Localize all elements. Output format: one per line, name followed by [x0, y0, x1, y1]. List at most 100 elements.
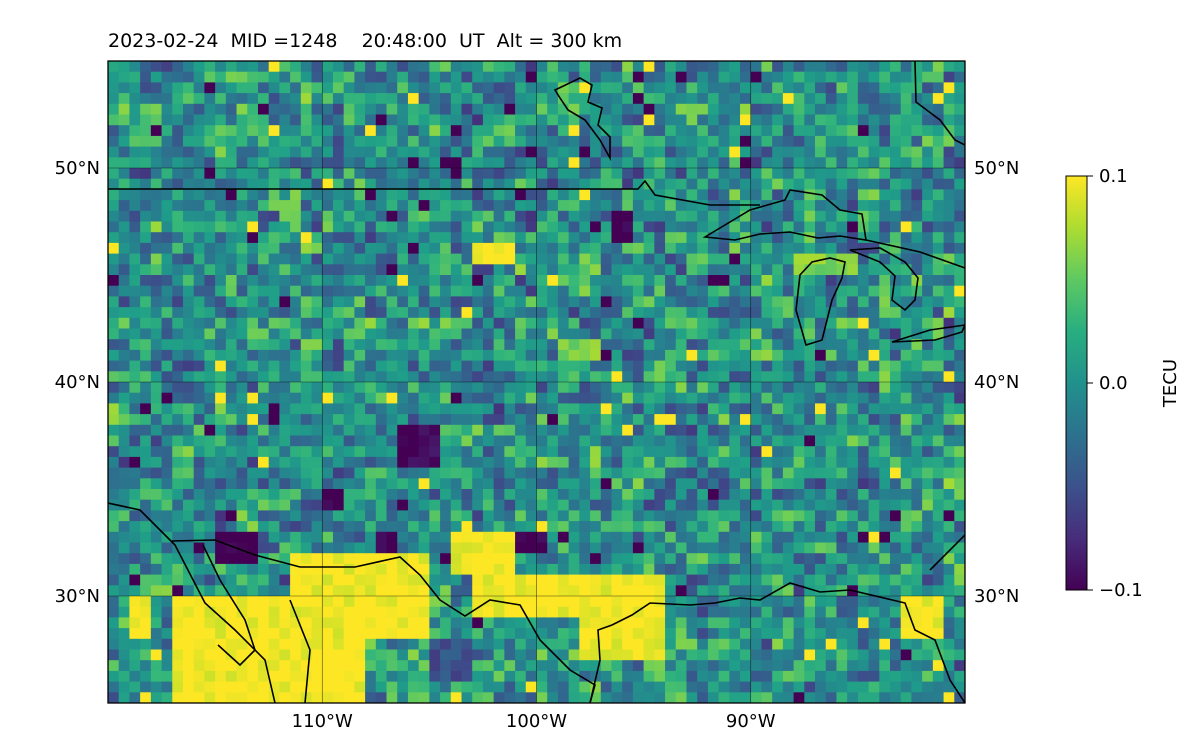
heatmap-cell	[836, 553, 848, 565]
heatmap-cell	[611, 414, 623, 426]
heatmap-cell	[686, 307, 698, 319]
heatmap-cell	[793, 435, 805, 447]
heatmap-cell	[290, 563, 302, 576]
heatmap-cell	[225, 125, 238, 137]
heatmap-cell	[225, 71, 238, 83]
heatmap-cell	[440, 125, 452, 137]
heatmap-cell	[472, 553, 484, 565]
heatmap-cell	[140, 414, 152, 426]
heatmap-cell	[332, 71, 345, 83]
heatmap-cell	[268, 585, 280, 597]
heatmap-cell	[332, 103, 345, 116]
heatmap-cell	[879, 178, 891, 190]
heatmap-cell	[793, 189, 805, 201]
heatmap-cell	[665, 424, 677, 437]
heatmap-cell	[815, 371, 827, 383]
heatmap-cell	[825, 221, 838, 233]
heatmap-cell	[172, 670, 184, 683]
heatmap-cell	[740, 339, 752, 351]
heatmap-cell	[600, 606, 613, 618]
heatmap-cell	[772, 232, 784, 244]
heatmap-cell	[943, 93, 955, 105]
heatmap-cell	[257, 670, 270, 683]
heatmap-cell	[193, 392, 206, 404]
heatmap-cell	[547, 446, 559, 458]
heatmap-cell	[675, 574, 688, 586]
heatmap-cell	[675, 61, 688, 73]
heatmap-cell	[375, 489, 388, 501]
heatmap-cell	[697, 574, 709, 586]
heatmap-cell	[525, 178, 538, 190]
heatmap-cell	[418, 489, 430, 501]
heatmap-cell	[900, 467, 913, 479]
heatmap-cell	[429, 521, 441, 533]
heatmap-cell	[268, 71, 280, 83]
heatmap-cell	[536, 328, 548, 340]
heatmap-cell	[140, 670, 152, 683]
heatmap-cell	[290, 435, 302, 447]
heatmap-cell	[793, 660, 805, 672]
heatmap-cell	[761, 638, 773, 651]
heatmap-cell	[440, 574, 452, 586]
heatmap-cell	[665, 628, 677, 640]
heatmap-cell	[429, 253, 441, 265]
heatmap-cell	[397, 531, 409, 544]
heatmap-cell	[718, 606, 730, 618]
heatmap-cell	[590, 242, 602, 255]
heatmap-cell	[108, 125, 120, 137]
heatmap-cell	[429, 103, 441, 116]
heatmap-cell	[675, 424, 688, 437]
heatmap-cell	[675, 307, 688, 319]
heatmap-cell	[215, 103, 227, 116]
heatmap-cell	[632, 510, 645, 522]
heatmap-cell	[386, 617, 398, 629]
heatmap-cell	[911, 692, 923, 703]
heatmap-cell	[622, 392, 634, 404]
heatmap-cell	[622, 264, 634, 276]
heatmap-cell	[515, 232, 527, 244]
heatmap-cell	[836, 392, 848, 404]
heatmap-cell	[643, 146, 655, 158]
heatmap-cell	[922, 360, 934, 372]
heatmap-cell	[515, 275, 527, 287]
heatmap-cell	[632, 242, 645, 255]
heatmap-cell	[472, 563, 484, 576]
heatmap-cell	[300, 617, 313, 629]
heatmap-cell	[707, 382, 720, 394]
heatmap-cell	[686, 467, 698, 479]
heatmap-cell	[932, 424, 945, 437]
heatmap-cell	[482, 435, 495, 447]
heatmap-cell	[750, 403, 763, 415]
heatmap-cell	[718, 103, 730, 116]
heatmap-cell	[868, 670, 880, 683]
heatmap-cell	[600, 681, 613, 693]
heatmap-cell	[375, 232, 388, 244]
heatmap-cell	[504, 489, 516, 501]
heatmap-cell	[932, 403, 945, 415]
heatmap-cell	[118, 403, 131, 415]
heatmap-cell	[354, 349, 366, 362]
heatmap-cell	[257, 638, 270, 651]
heatmap-cell	[707, 146, 720, 158]
heatmap-cell	[365, 135, 377, 148]
heatmap-cell	[279, 82, 291, 94]
heatmap-cell	[343, 189, 355, 201]
heatmap-cell	[547, 189, 559, 201]
heatmap-cell	[836, 692, 848, 703]
heatmap-cell	[268, 82, 280, 94]
heatmap-cell	[129, 585, 141, 597]
heatmap-cell	[236, 392, 248, 404]
heatmap-cell	[600, 424, 613, 437]
heatmap-cell	[332, 456, 345, 469]
heatmap-cell	[461, 339, 473, 351]
heatmap-cell	[311, 242, 323, 255]
heatmap-cell	[365, 296, 377, 308]
heatmap-cell	[172, 178, 184, 190]
heatmap-cell	[172, 71, 184, 83]
heatmap-cell	[954, 307, 965, 319]
heatmap-cell	[204, 489, 216, 501]
heatmap-cell	[782, 392, 795, 404]
heatmap-cell	[654, 606, 666, 618]
heatmap-cell	[515, 553, 527, 565]
heatmap-cell	[836, 478, 848, 490]
